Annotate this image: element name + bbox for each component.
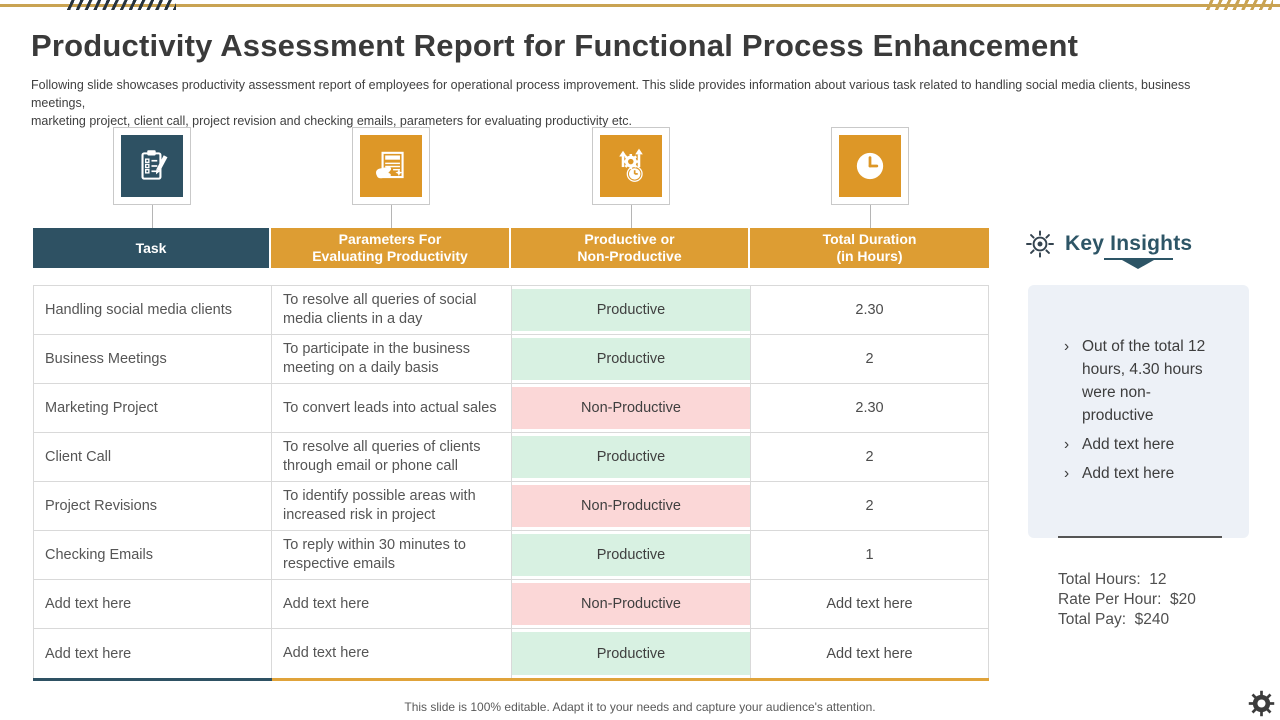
connector-line	[870, 205, 871, 228]
icon-box-parameters	[352, 127, 430, 228]
task-cell: Handling social media clients	[34, 286, 272, 334]
status-cell: Productive	[512, 531, 751, 579]
table-row: Add text here Add text here Non-Productive…	[34, 580, 988, 629]
parameter-cell: To reply within 30 minutes to respective…	[272, 531, 512, 579]
key-insights-pointer	[1122, 260, 1154, 269]
total-line: Total Pay: $240	[1058, 611, 1170, 628]
status-badge: Productive	[512, 436, 750, 478]
table-row: Checking Emails To reply within 30 minute…	[34, 531, 988, 580]
duration-cell[interactable]: Add text here	[826, 596, 913, 612]
duration-cell: 2.30	[855, 302, 884, 318]
page-title: Productivity Assessment Report for Funct…	[31, 28, 1079, 63]
icon-box-productive	[592, 127, 670, 228]
task-cell: Client Call	[34, 433, 272, 481]
task-cell: Marketing Project	[34, 384, 272, 432]
connector-line	[631, 205, 632, 228]
key-insights-title: Key Insights	[1065, 232, 1193, 255]
column-header: Total Duration (in Hours)	[750, 228, 989, 268]
footer-note: This slide is 100% editable. Adapt it to…	[404, 700, 876, 714]
status-badge: Non-Productive	[512, 485, 750, 527]
status-badge: Productive	[512, 632, 750, 675]
table-bottom-accent-teal	[33, 678, 272, 681]
top-gold-bar	[0, 4, 1280, 7]
table-body: Handling social media clients To resolve …	[33, 285, 989, 678]
insight-eye-icon	[1026, 230, 1054, 258]
settings-gear-icon[interactable]	[1246, 688, 1276, 718]
duration-cell: 2.30	[855, 400, 884, 416]
insight-bullet[interactable]: Add text here	[1062, 462, 1212, 485]
parameter-cell: To resolve all queries of clients throug…	[272, 433, 512, 481]
status-cell: Productive	[512, 335, 751, 383]
duration-cell: 1	[865, 547, 874, 563]
parameter-cell: To participate in the business meeting o…	[272, 335, 512, 383]
column-header: Task	[33, 228, 271, 268]
table-header-row: Task Parameters For Evaluating Productivi…	[33, 228, 989, 268]
task-cell[interactable]: Add text here	[34, 580, 272, 628]
key-insights-panel: Out of the total 12 hours, 4.30 hours we…	[1028, 285, 1249, 538]
column-header: Parameters For Evaluating Productivity	[271, 228, 511, 268]
insight-bullet[interactable]: Add text here	[1062, 433, 1212, 456]
status-cell: Non-Productive	[512, 482, 751, 530]
connector-line	[152, 205, 153, 228]
table-row: Add text here Add text here Productive Add …	[34, 629, 988, 678]
assessment-checklist-icon	[141, 150, 168, 180]
parameter-cell[interactable]: Add text here	[272, 580, 512, 628]
connector-line	[391, 205, 392, 228]
task-cell[interactable]: Add text here	[34, 629, 272, 678]
parameter-cell: To convert leads into actual sales	[272, 384, 512, 432]
key-insights-bullet-list: Out of the total 12 hours, 4.30 hours we…	[1028, 335, 1249, 485]
status-cell: Productive	[512, 286, 751, 334]
status-badge: Productive	[512, 289, 750, 331]
status-badge: Productive	[512, 338, 750, 380]
table-row: Project Revisions To identify possible ar…	[34, 482, 988, 531]
status-cell: Productive	[512, 629, 751, 678]
status-cell: Productive	[512, 433, 751, 481]
duration-cell[interactable]: Add text here	[826, 645, 913, 662]
insight-bullet: Out of the total 12 hours, 4.30 hours we…	[1062, 335, 1212, 427]
parameter-cell: To identify possible areas with increase…	[272, 482, 512, 530]
icon-box-duration	[831, 127, 909, 228]
status-badge: Productive	[512, 534, 750, 576]
hatch-marks-left	[66, 0, 176, 10]
table-bottom-accent-orange	[272, 678, 989, 681]
duration-cell: 2	[865, 351, 874, 367]
icon-box-task	[113, 127, 191, 228]
duration-cell: 2	[865, 498, 874, 514]
duration-clock-icon	[856, 152, 884, 180]
key-insights-header: Key Insights	[1024, 228, 1192, 260]
table-row: Business Meetings To participate in the b…	[34, 335, 988, 384]
task-cell: Checking Emails	[34, 531, 272, 579]
total-line: Rate Per Hour: $20	[1058, 591, 1196, 608]
productivity-gear-arrows-clock-icon	[619, 148, 643, 182]
task-cell: Business Meetings	[34, 335, 272, 383]
totals-block: Total Hours: 12 Rate Per Hour: $20 Total P…	[1058, 570, 1196, 630]
totals-divider	[1058, 536, 1222, 538]
total-line: Total Hours: 12	[1058, 571, 1167, 588]
table-row: Client Call To resolve all queries of cli…	[34, 433, 988, 482]
evaluation-hand-document-icon	[376, 151, 404, 179]
status-badge: Non-Productive	[512, 583, 750, 625]
key-insights-underline	[1104, 258, 1173, 260]
status-cell: Non-Productive	[512, 580, 751, 628]
duration-cell: 2	[865, 449, 874, 465]
task-cell: Project Revisions	[34, 482, 272, 530]
status-badge: Non-Productive	[512, 387, 750, 429]
subtitle-text: Following slide showcases productivity a…	[31, 78, 1191, 129]
column-header: Productive or Non-Productive	[511, 228, 750, 268]
parameter-cell: To resolve all queries of social media c…	[272, 286, 512, 334]
status-cell: Non-Productive	[512, 384, 751, 432]
table-row: Marketing Project To convert leads into a…	[34, 384, 988, 433]
table-row: Handling social media clients To resolve …	[34, 286, 988, 335]
parameter-cell[interactable]: Add text here	[272, 629, 512, 678]
hatch-marks-right	[1205, 0, 1273, 10]
